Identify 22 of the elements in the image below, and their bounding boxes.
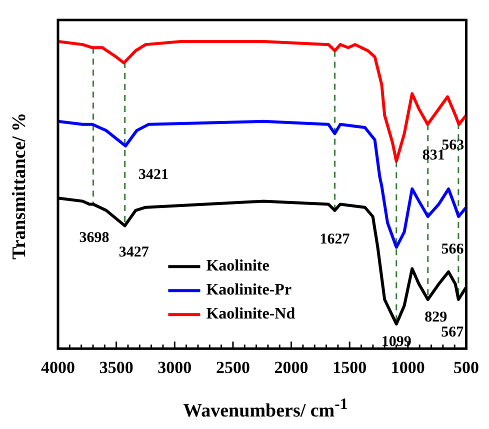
x-tick-label: 2500	[216, 358, 250, 378]
annotation: 567	[441, 324, 464, 340]
x-tick-label: 2000	[274, 358, 308, 378]
annotation: 1627	[320, 231, 350, 248]
x-tick-label: 500	[454, 358, 479, 378]
x-axis-title: Wavenumbers/ cm$^{-1}$	[182, 396, 349, 422]
legend-label: Kaolinite-Pr	[206, 282, 292, 299]
x-tick-label: 1000	[390, 358, 425, 378]
annotation: 3698	[79, 230, 110, 246]
y-axis-title: Transmittance/ %	[9, 112, 31, 262]
legend-label: Kaolinite-Nd	[206, 306, 296, 323]
annotation: 3421	[138, 166, 169, 183]
x-tick-label: 3000	[158, 358, 192, 378]
legend-label: Kaolinite	[206, 258, 270, 275]
x-tick-label: 4000	[41, 358, 75, 378]
annotation: 829	[424, 309, 448, 326]
annotation: 566	[441, 241, 464, 258]
annotation: 1099	[381, 334, 412, 350]
annotation: 563	[442, 137, 464, 154]
x-tick-label: 3500	[99, 358, 134, 378]
x-tick-label: 1500	[332, 358, 367, 378]
annotation: 3427	[118, 244, 150, 261]
